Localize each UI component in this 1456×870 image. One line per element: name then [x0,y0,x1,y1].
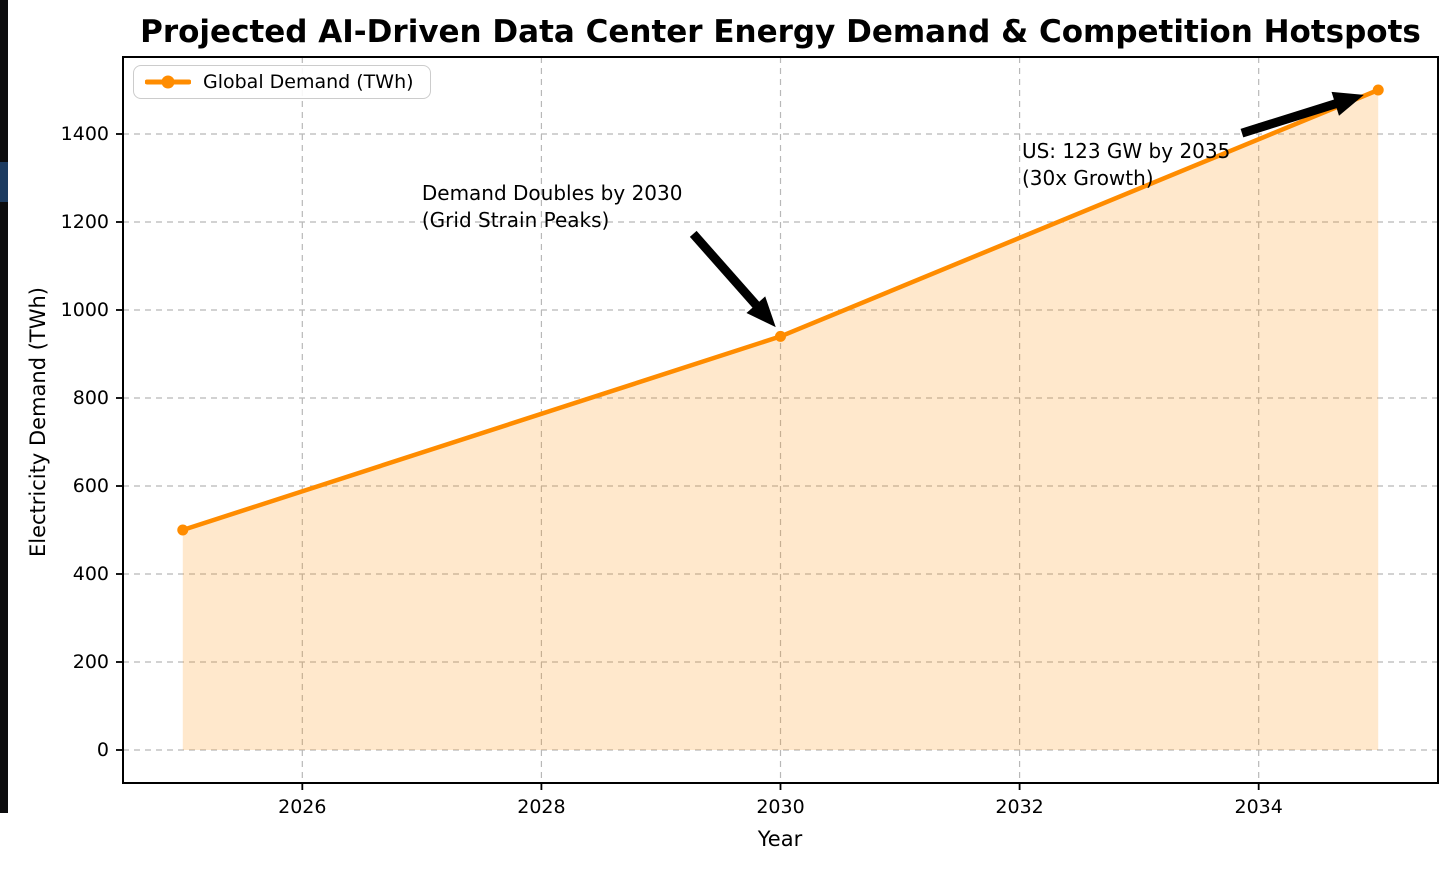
annotation-line: (30x Growth) [1021,165,1154,190]
annotation-demand-doubles-2030-arrow-head [746,296,776,328]
left-edge-bar [0,0,8,813]
annotation-line: US: 123 GW by 2035 [1021,138,1231,163]
annotation-line: Demand Doubles by 2030 [421,180,683,205]
annotation-demand-doubles-2030-arrow-shaft [689,230,764,313]
x-tick-label-2034: 2034 [1234,796,1283,818]
plot-area: Global Demand (TWh) Demand Doubles by 20… [116,56,1439,790]
annotation-us-123gw-2035: US: 123 GW by 2035 (30x Growth) [1022,138,1230,192]
y-tick-label-1400: 1400 [60,123,109,145]
annotation-us-123gw-2035-arrow-head [1331,91,1364,116]
left-edge-bar-accent [0,162,8,202]
data-point-marker-2030 [775,330,786,342]
x-tick-label-2026: 2026 [278,796,327,818]
annotation-demand-doubles-2030: Demand Doubles by 2030 (Grid Strain Peaks… [422,180,683,234]
data-point-marker-2025 [177,524,189,536]
x-tick-label-2030: 2030 [756,796,805,818]
y-tick-label-1000: 1000 [60,299,109,321]
legend: Global Demand (TWh) [133,65,431,99]
legend-label: Global Demand (TWh) [203,71,414,93]
series-area-fill [182,90,1379,750]
y-tick-label-800: 800 [72,387,109,409]
x-tick-label-2032: 2032 [995,796,1044,818]
x-axis-label: Year [757,827,803,851]
y-tick-label-400: 400 [72,563,109,585]
annotation-us-123gw-2035-arrow-shaft [1240,97,1343,138]
y-tick-label-600: 600 [72,475,109,497]
plot-canvas [116,56,1439,790]
annotation-line: (Grid Strain Peaks) [421,207,610,232]
y-tick-label-0: 0 [96,739,109,761]
y-tick-label-1200: 1200 [60,211,109,233]
y-tick-label-200: 200 [72,651,109,673]
legend-line-marker-icon [145,75,191,89]
y-axis-label: Electricity Demand (TWh) [26,286,50,558]
chart-title: Projected AI-Driven Data Center Energy D… [140,14,1421,50]
x-tick-label-2028: 2028 [517,796,566,818]
data-point-marker-2035 [1372,84,1384,96]
